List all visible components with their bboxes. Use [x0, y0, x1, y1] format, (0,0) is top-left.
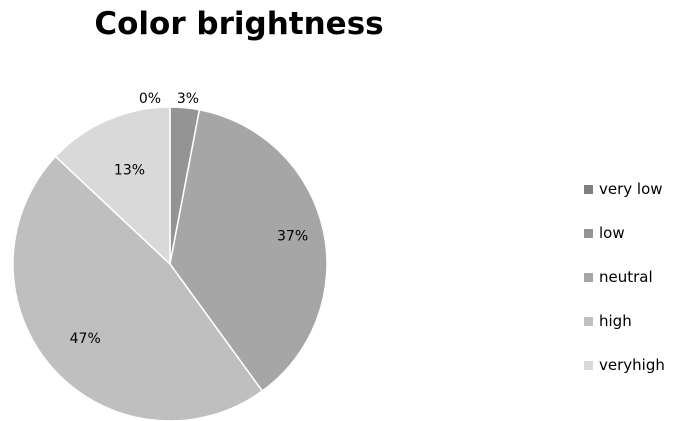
legend-swatch-veryhigh — [584, 360, 593, 370]
data-label-high: 47% — [70, 331, 101, 347]
legend-item-neutral: neutral — [584, 255, 684, 299]
legend-label-very-low: very low — [599, 180, 663, 198]
data-label-neutral: 37% — [277, 229, 308, 245]
data-label-very-low: 0% — [139, 91, 161, 107]
pie-slice-high — [12, 155, 264, 421]
legend: very low low neutral high veryhigh — [584, 167, 684, 387]
data-label-low: 3% — [177, 91, 199, 107]
legend-label-neutral: neutral — [599, 268, 653, 286]
pie-slice-veryhigh — [54, 106, 171, 266]
legend-label-veryhigh: veryhigh — [599, 356, 665, 374]
legend-item-very-low: very low — [584, 167, 684, 211]
legend-label-high: high — [599, 312, 632, 330]
data-label-veryhigh: 13% — [114, 162, 145, 178]
legend-swatch-very-low — [584, 184, 593, 194]
legend-swatch-neutral — [584, 272, 593, 282]
pie-slice-neutral — [169, 108, 328, 393]
legend-label-low: low — [599, 224, 625, 242]
legend-item-high: high — [584, 299, 684, 343]
legend-swatch-high — [584, 316, 593, 326]
chart-title: Color brightness — [94, 6, 384, 42]
legend-item-veryhigh: veryhigh — [584, 343, 684, 387]
legend-item-low: low — [584, 211, 684, 255]
legend-swatch-low — [584, 228, 593, 238]
